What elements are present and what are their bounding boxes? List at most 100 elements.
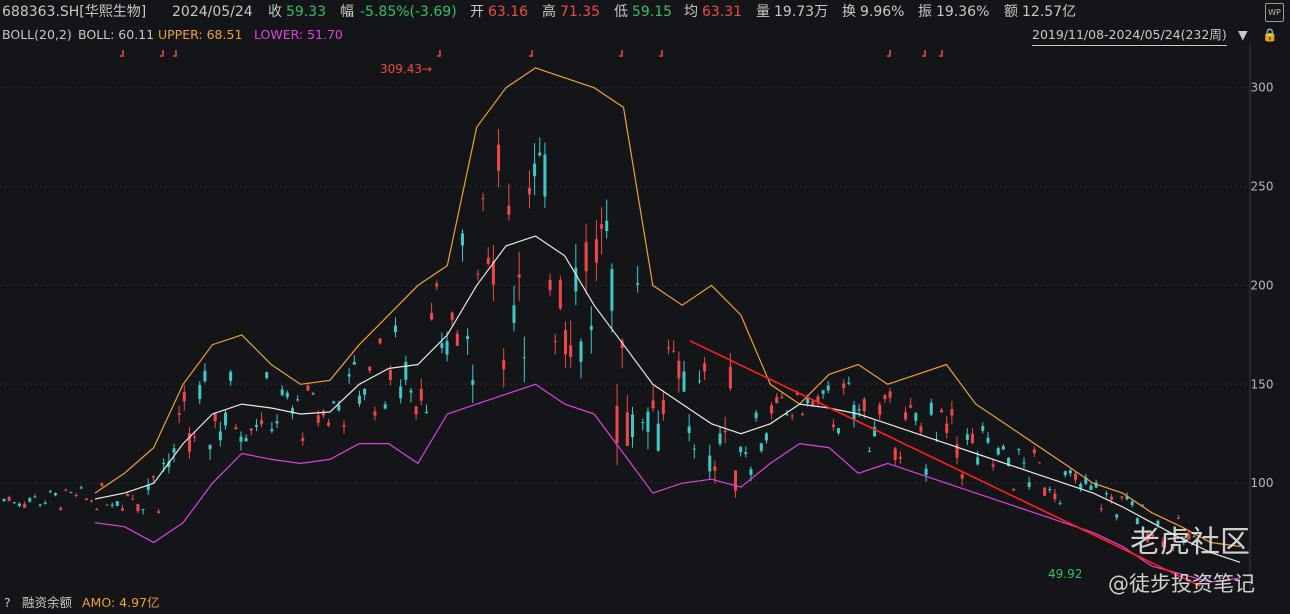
candle-body [538,152,542,156]
candle-body [950,409,954,416]
candle-body [940,409,944,413]
candle-body [213,413,217,422]
amplitude-label: 振 [918,4,932,20]
close-label: 收 [268,4,282,20]
candle-body [790,415,794,417]
candle-body [909,405,913,408]
y-tick-label: 150 [1251,377,1274,391]
candle-body [424,411,428,414]
candle-body [517,274,521,278]
trend-line[interactable] [689,340,1201,587]
candle-body [239,436,243,442]
candle-body [182,392,186,402]
candle-body [795,392,799,395]
amount-value: 12.57亿 [1022,4,1077,20]
candle-body [1120,496,1124,498]
signal-flag [659,50,663,57]
candle-body [141,508,145,510]
candle-body [558,280,562,309]
dropdown-icon[interactable]: ▼ [1238,27,1248,42]
candle-body [692,448,696,450]
candle-body [749,469,753,475]
candle-body [1007,457,1011,466]
candle-body [59,507,63,510]
candle-body [1089,485,1093,490]
signal-flag [939,50,943,57]
boll-params[interactable]: BOLL(20,2) [2,27,72,42]
candle-body [445,340,449,355]
high-annotation: 309.43→ [380,62,432,76]
candle-body [1099,508,1103,510]
avg-value: 63.31 [702,4,743,20]
amount-label: 额 [1004,4,1018,20]
margin-balance-label: 融资余额 [22,595,73,610]
candle-body [84,498,88,500]
candle-body [579,341,583,362]
series-line-upper [94,67,1241,547]
candle-body [409,390,413,393]
candle-body [260,420,264,425]
candle-body [151,476,155,478]
candle-body [677,360,681,379]
candle-body [54,492,58,496]
candle-body [775,396,779,404]
y-tick-label: 200 [1251,278,1274,292]
candle-body [471,380,475,385]
candle-body [74,494,78,496]
candle-body [610,269,614,311]
wp-icon[interactable]: WP [1265,3,1284,22]
candle-body [991,464,995,467]
candle-body [1177,517,1181,519]
candle-body [821,390,825,394]
series-line-lower [94,383,1241,583]
candle-body [970,433,974,443]
candle-body [218,431,222,441]
lock-icon[interactable]: 🔒 [1262,27,1278,42]
candle-body [1187,533,1191,540]
candle-body [280,389,284,396]
candle-body [352,362,356,365]
watermark-brand: 老虎社区 [1130,525,1250,560]
candle-body [1022,462,1026,464]
candle-body [172,448,176,453]
signal-flag [529,50,533,57]
lower-value: LOWER: 51.70 [254,27,343,42]
signal-flag [619,50,623,57]
candle-body [301,438,305,441]
candle-body [249,428,253,431]
candle-body [394,325,398,333]
high-value: 71.35 [560,4,601,20]
candle-body [816,396,820,402]
candle-body [368,366,372,371]
candle-body [115,501,119,506]
candle-body [718,433,722,444]
candle-body [1043,487,1047,496]
candle-body [708,455,712,472]
candle-body [187,433,191,452]
candle-body [641,422,645,424]
candle-body [90,500,94,502]
candle-body [347,374,351,377]
candle-body [1140,504,1144,506]
candle-body [388,370,392,380]
candle-body [636,283,640,285]
candle-body [594,239,598,263]
candle-body [728,366,732,389]
candle-body [136,504,140,511]
candle-body [1161,540,1165,548]
date-range[interactable]: 2019/11/08-2024/05/24(232周) [1032,25,1227,46]
candle-body [491,261,495,285]
candle-body [162,463,166,465]
candle-body [945,423,949,433]
symbol-title[interactable]: 688363.SH[华熙生物] [2,4,147,20]
signal-flag [922,50,926,57]
candle-body [1192,536,1196,538]
candle-body [64,489,68,491]
candle-body [852,404,856,420]
candle-body [265,372,269,378]
candle-body [919,426,923,432]
help-icon[interactable]: ? [4,595,11,610]
candle-body [661,400,665,414]
candle-body [157,511,161,514]
candle-body [574,267,578,292]
